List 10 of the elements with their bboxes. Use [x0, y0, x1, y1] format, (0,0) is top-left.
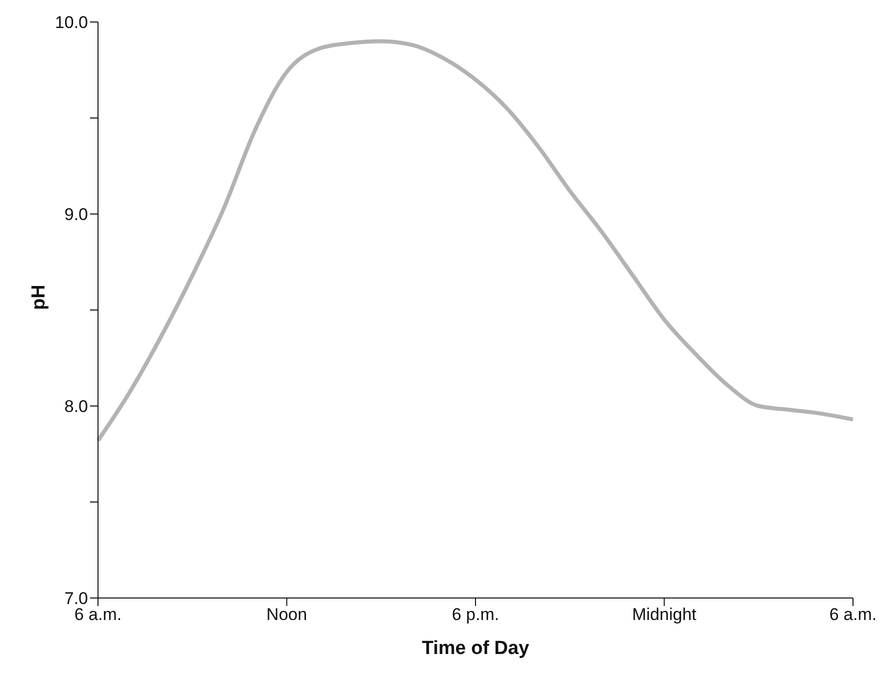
x-tick-label: 6 p.m.	[452, 605, 500, 624]
y-tick-label: 10.0	[54, 13, 88, 32]
y-tick-label: 9.0	[64, 205, 88, 224]
x-axis-title: Time of Day	[422, 638, 530, 659]
x-tick-label: 6 a.m.	[829, 605, 877, 624]
y-axis-title: pH	[28, 284, 50, 310]
x-tick-label: Noon	[266, 605, 308, 624]
x-tick-label: Midnight	[632, 605, 697, 624]
line-series	[96, 39, 855, 443]
y-tick-label: 8.0	[64, 397, 88, 416]
